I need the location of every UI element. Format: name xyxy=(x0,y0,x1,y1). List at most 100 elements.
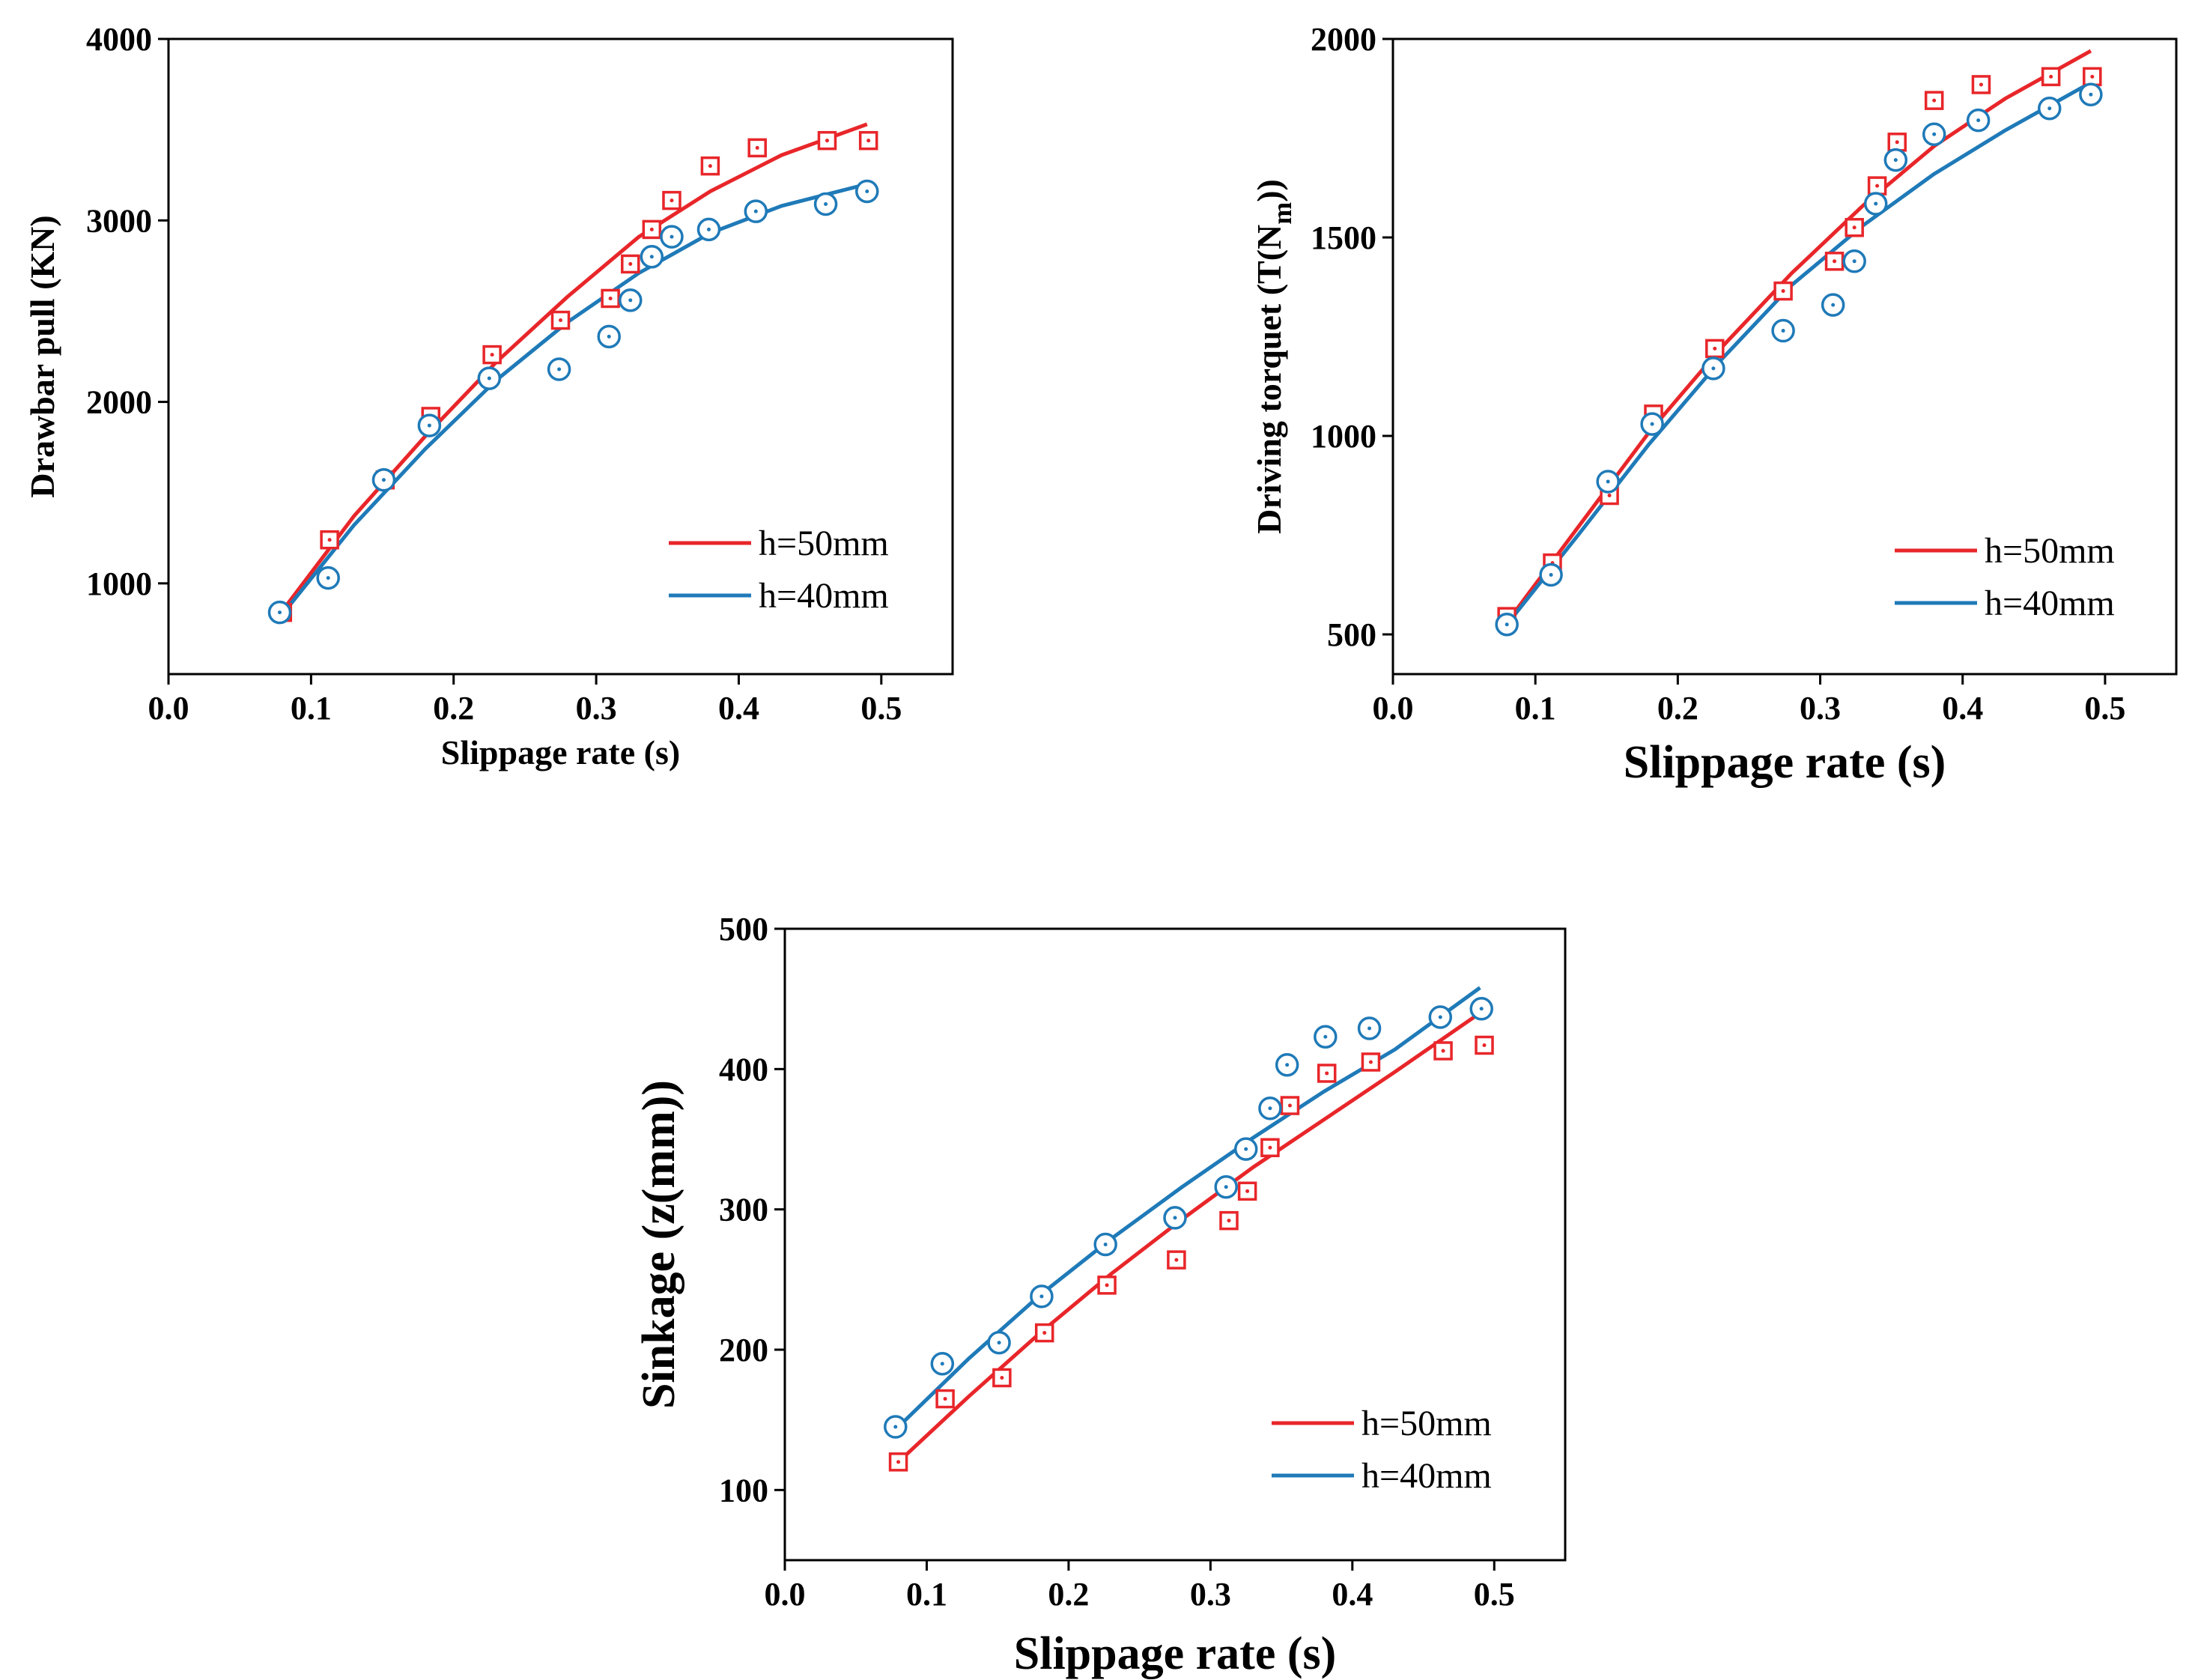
data-point-center xyxy=(1713,346,1717,351)
data-point-center xyxy=(1105,1283,1109,1288)
plot-frame xyxy=(167,37,954,676)
x-tick-label: 0.2 xyxy=(433,690,474,727)
data-point-center xyxy=(1245,1189,1250,1193)
x-tick-label: 0.0 xyxy=(765,1576,806,1613)
data-point-center xyxy=(1244,1147,1248,1151)
data-point-center xyxy=(1285,1063,1290,1067)
fit-line-h40 xyxy=(896,986,1481,1428)
data-point-center xyxy=(670,198,674,203)
y-tick-label: 2000 xyxy=(86,384,152,421)
data-point-center xyxy=(1323,1034,1328,1039)
data-point-center xyxy=(865,189,869,194)
data-point-center xyxy=(1932,98,1937,103)
y-axis-title: Driving torquet (T(Nm)) xyxy=(1250,179,1297,534)
data-point-center xyxy=(1268,1106,1272,1111)
data-point-center xyxy=(866,139,871,143)
sinkage-chart: 0.0 0.1 0.2 0.3 0.4 0.5 100 200 300 400 500 Slippag… xyxy=(634,911,1567,1679)
y-tick-label: 100 xyxy=(719,1472,768,1508)
data-point-center xyxy=(628,261,633,266)
fit-line-h50 xyxy=(896,1011,1481,1464)
y-axis-title-main: Driving torquet (T(N xyxy=(1250,225,1288,534)
data-point-center xyxy=(1224,1185,1228,1189)
y-axis-title: Drawbar pull (KN) xyxy=(23,215,61,497)
data-point-center xyxy=(1852,259,1857,264)
data-point-center xyxy=(608,296,613,300)
data-point-center xyxy=(706,227,711,231)
data-point-center xyxy=(490,353,494,357)
y-tick-label: 4000 xyxy=(86,21,152,58)
data-point-center xyxy=(893,1425,898,1429)
x-tick-label: 0.2 xyxy=(1048,1576,1089,1613)
y-axis-title-sub: m xyxy=(1267,202,1297,225)
x-axis-title: Slippage rate (s) xyxy=(1624,737,1946,788)
data-point-center xyxy=(1438,1015,1442,1019)
data-point-center xyxy=(326,576,330,580)
y-tick-label: 400 xyxy=(719,1051,768,1088)
data-point-center xyxy=(896,1460,901,1464)
data-point-center xyxy=(940,1362,944,1366)
x-tick-label: 0.4 xyxy=(718,690,759,727)
driving-torque-chart: 0.0 0.1 0.2 0.3 0.4 0.5 500 1000 1500 2000 Slippag… xyxy=(1250,21,2178,788)
legend-label: h=50mm xyxy=(759,524,889,563)
data-point-center xyxy=(2047,106,2052,111)
data-point-center xyxy=(1479,1007,1484,1011)
data-point-center xyxy=(649,227,654,231)
y-tick-label: 3000 xyxy=(86,202,152,239)
legend-label: h=50mm xyxy=(1985,531,2115,571)
x-tick-label: 0.4 xyxy=(1942,690,1983,727)
data-point-center xyxy=(327,538,332,542)
data-point-center xyxy=(1650,422,1654,426)
data-point-center xyxy=(1505,622,1509,627)
data-point-center xyxy=(1781,289,1785,294)
data-point-center xyxy=(708,164,712,169)
data-point-center xyxy=(1227,1219,1231,1223)
data-point-center xyxy=(1174,1258,1179,1262)
data-point-center xyxy=(559,318,562,323)
data-point-center xyxy=(381,478,386,482)
x-tick-label: 0.3 xyxy=(576,690,617,727)
data-point-center xyxy=(2090,74,2095,79)
x-tick-label: 0.1 xyxy=(1515,690,1556,727)
data-point-center xyxy=(755,145,759,150)
x-axis-title: Slippage rate (s) xyxy=(441,733,680,771)
y-axis-title: Sinkage (z(mm)) xyxy=(634,1080,684,1409)
data-point-center xyxy=(753,209,758,213)
data-point-center xyxy=(1549,573,1553,577)
y-tick-label: 1000 xyxy=(1311,418,1376,455)
data-point-center xyxy=(1781,329,1785,333)
x-tick-label: 0.0 xyxy=(1373,690,1414,727)
data-point-center xyxy=(1441,1049,1445,1053)
data-point-center xyxy=(1325,1071,1329,1076)
y-tick-label: 500 xyxy=(1327,616,1376,653)
x-tick-label: 0.0 xyxy=(148,690,189,727)
data-point-center xyxy=(1042,1331,1047,1335)
data-point-center xyxy=(2049,74,2053,79)
data-point-center xyxy=(1979,82,1983,87)
x-tick-label: 0.5 xyxy=(2084,690,2125,727)
data-point-center xyxy=(1103,1243,1108,1246)
data-point-center xyxy=(1173,1216,1177,1220)
x-tick-label: 0.3 xyxy=(1190,1576,1231,1613)
data-point-center xyxy=(628,298,633,303)
data-point-center xyxy=(2089,92,2093,97)
data-point-center xyxy=(1711,366,1716,371)
data-point-center xyxy=(1932,132,1937,136)
data-point-center xyxy=(1368,1060,1373,1064)
legend-label: h=40mm xyxy=(1361,1456,1492,1496)
data-point-center xyxy=(997,1341,1001,1345)
data-point-center xyxy=(670,234,674,239)
y-tick-label: 2000 xyxy=(1311,21,1376,58)
data-point-center xyxy=(1976,118,1981,123)
y-tick-label: 200 xyxy=(719,1332,768,1368)
x-tick-label: 0.1 xyxy=(906,1576,947,1613)
data-point-center xyxy=(1482,1043,1487,1047)
data-point-center xyxy=(487,376,491,380)
data-point-center xyxy=(1875,184,1880,188)
x-tick-label: 0.2 xyxy=(1657,690,1698,727)
x-tick-label: 0.3 xyxy=(1800,690,1841,727)
data-point-center xyxy=(1874,201,1878,206)
data-point-center xyxy=(1852,225,1857,230)
drawbar-pull-chart: 0.0 0.1 0.2 0.3 0.4 0.5 1000 2000 3000 4000 Slippa… xyxy=(23,21,954,771)
data-point-center xyxy=(1287,1103,1292,1108)
